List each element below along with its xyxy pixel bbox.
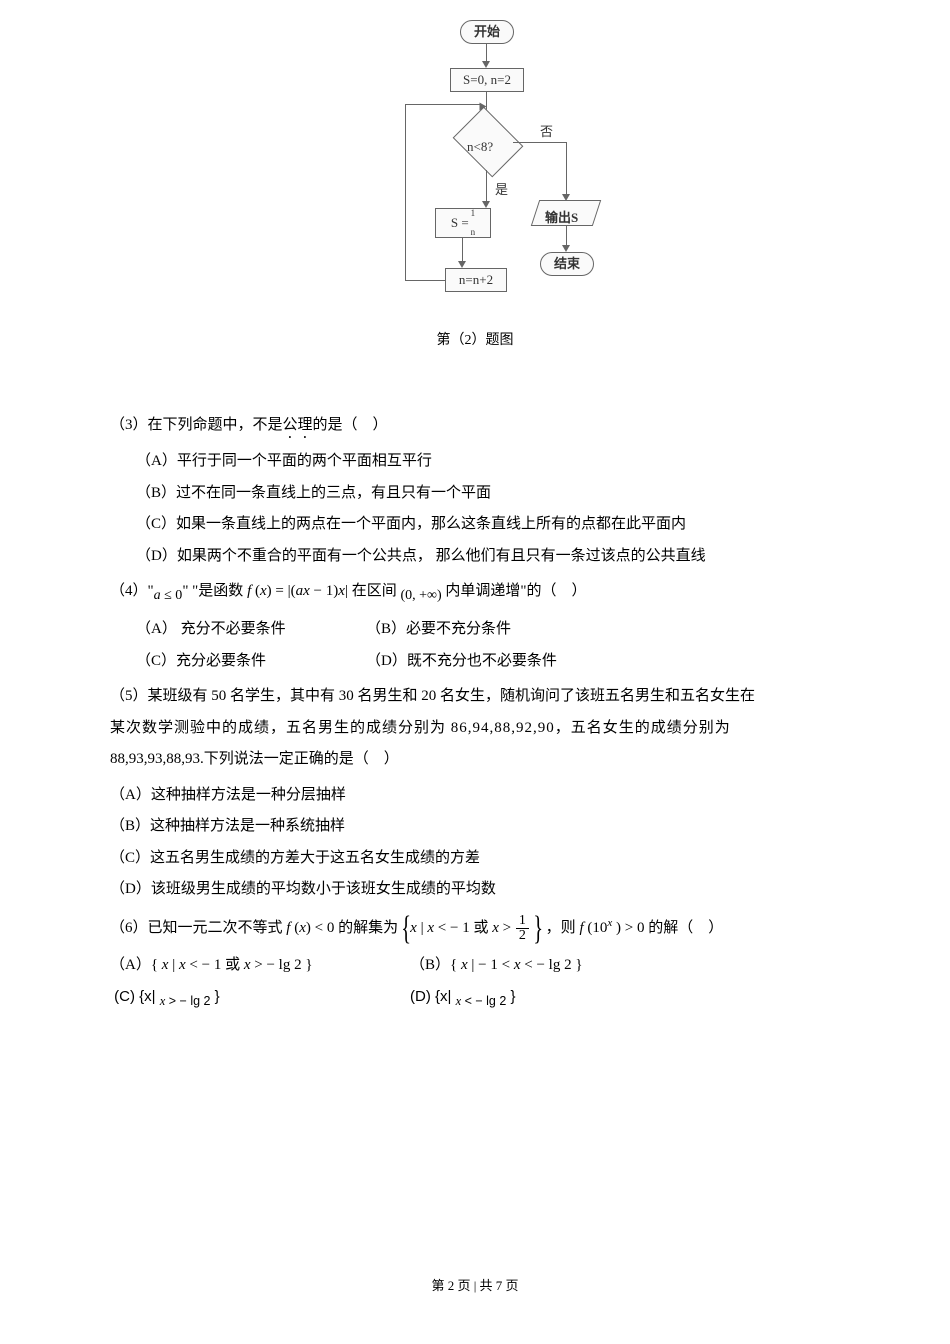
q4-option-c: （C）充分必要条件 (136, 646, 366, 678)
q5-line1: （5）某班级有 50 名学生，其中有 30 名男生和 20 名女生，随机询问了该… (110, 681, 840, 713)
q6-row-cd: (C) {x| x > − lg 2 } (D) {x| x < − lg 2 … (110, 981, 840, 1013)
q4-prefix: （4）" (110, 583, 154, 599)
q4-fx: f (247, 583, 255, 599)
fc-incr: n=n+2 (445, 268, 507, 292)
page-footer: 第 2 页 | 共 7 页 (0, 1272, 950, 1299)
q3-emph: 公理 (283, 417, 313, 433)
q4-mid2: 在区间 (352, 583, 401, 599)
fc-out-label: 输出S (545, 204, 578, 231)
q3-option-b: （B）过不在同一条直线上的三点，有且只有一个平面 (110, 478, 840, 510)
q5-option-c: （C）这五名男生成绩的方差大于这五名女生成绩的方差 (110, 843, 840, 875)
q3-option-a: （A）平行于同一个平面的两个平面相互平行 (110, 446, 840, 478)
question-6: （6）已知一元二次不等式 f (x) < 0 的解集为 {x | x < − 1… (110, 910, 840, 946)
fc-arrow (566, 142, 567, 195)
q6-row-ab: （A）{ x | x < − 1 或 x > − lg 2 } （B）{ x |… (110, 950, 840, 982)
question-3: （3）在下列命题中，不是公理的是（ ） (110, 410, 840, 442)
fc-cond-label: n<8? (467, 133, 493, 160)
q3-stem-tail: 的是（ ） (313, 417, 388, 433)
q6-mid3: 的解（ ） (648, 920, 723, 936)
flowchart: 开始 S=0, n=2 n<8? 否 是 S = 1n 输出S 结束 (345, 20, 605, 400)
q4-option-a: （A） 充分不必要条件 (136, 614, 366, 646)
q6-mid2: ，则 (546, 920, 580, 936)
q3-stem-prefix: （3）在下列命题中，不是 (110, 417, 283, 433)
q6-frac-den: 2 (516, 929, 529, 943)
flowchart-caption: 第（2）题图 (345, 326, 605, 355)
q4-mid3: 内单调递增"的（ ） (442, 583, 587, 599)
q5-option-b: （B）这种抽样方法是一种系统抽样 (110, 811, 840, 843)
fc-arrow (405, 104, 406, 281)
fc-arrowhead (482, 201, 490, 208)
fc-end: 结束 (540, 252, 594, 276)
flowchart-container: 开始 S=0, n=2 n<8? 否 是 S = 1n 输出S 结束 (110, 20, 840, 400)
q5-line3: 88,93,93,88,93.下列说法一定正确的是（ ） (110, 744, 840, 776)
fc-arrow (486, 170, 487, 202)
q4-row-ab: （A） 充分不必要条件 （B）必要不充分条件 (110, 614, 840, 646)
question-4: （4）"a ≤ 0" "是函数 f (x) = |(ax − 1)x| 在区间 … (110, 576, 840, 610)
fc-arrow (513, 142, 566, 143)
fc-body: S = 1n (435, 208, 491, 238)
q6-prefix: （6）已知一元二次不等式 (110, 920, 286, 936)
fc-yes-label: 是 (495, 176, 508, 203)
question-5: （5）某班级有 50 名学生，其中有 30 名男生和 20 名女生，随机询问了该… (110, 681, 840, 776)
q4-mid1: " "是函数 (182, 583, 247, 599)
q6-mid1: 的解集为 (338, 920, 398, 936)
q4-cond-a: a (154, 588, 161, 603)
q4-option-b: （B）必要不充分条件 (366, 614, 511, 646)
fc-arrow (486, 44, 487, 62)
fc-arrow (566, 226, 567, 246)
q5-option-d: （D）该班级男生成绩的平均数小于该班女生成绩的平均数 (110, 874, 840, 906)
fc-arrow (462, 238, 463, 262)
fc-arrow (405, 104, 481, 105)
q6-frac-num: 1 (516, 914, 529, 929)
q5-option-a: （A）这种抽样方法是一种分层抽样 (110, 780, 840, 812)
fc-arrowhead (480, 103, 487, 111)
q4-row-cd: （C）充分必要条件 （D）既不充分也不必要条件 (110, 646, 840, 678)
fc-arrow (405, 280, 445, 281)
fc-start: 开始 (460, 20, 514, 44)
q5-line2: 某次数学测验中的成绩，五名男生的成绩分别为 86,94,88,92,90，五名女… (110, 713, 840, 745)
fc-init: S=0, n=2 (450, 68, 524, 92)
q4-option-d: （D）既不充分也不必要条件 (366, 646, 557, 678)
q3-option-c: （C）如果一条直线上的两点在一个平面内，那么这条直线上所有的点都在此平面内 (110, 509, 840, 541)
q3-option-d: （D）如果两个不重合的平面有一个公共点， 那么他们有且只有一条过该点的公共直线 (110, 541, 840, 573)
